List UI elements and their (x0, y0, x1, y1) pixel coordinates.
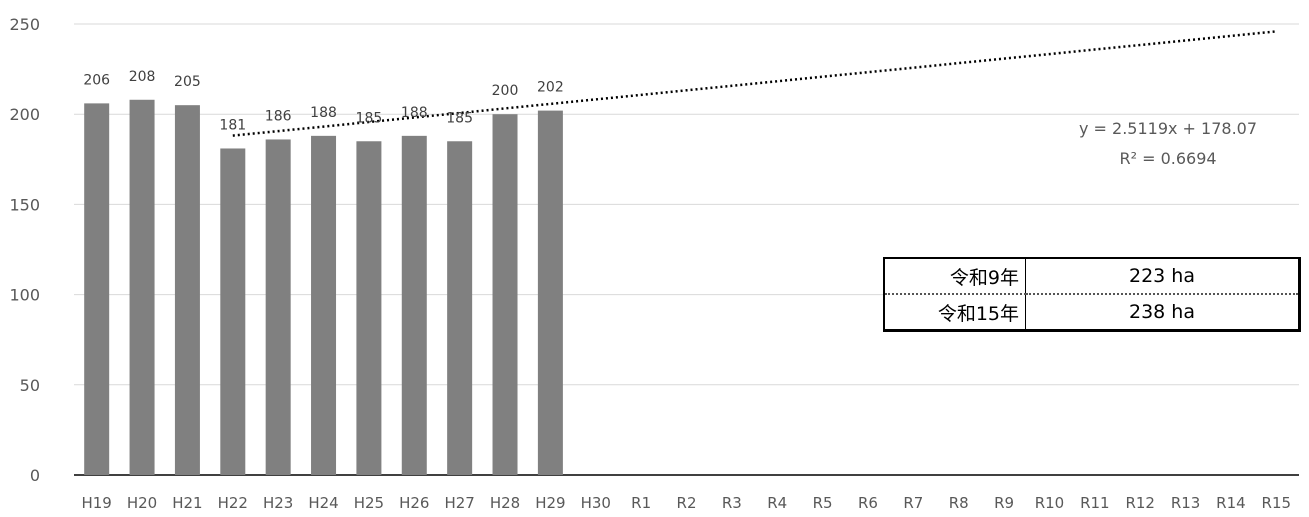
data-label: 202 (537, 80, 564, 96)
y-tick-label: 0 (30, 466, 40, 485)
bar (356, 141, 382, 475)
data-label: 188 (310, 105, 337, 121)
y-tick-label: 100 (9, 286, 40, 305)
bar (311, 135, 337, 475)
forecast-label: 令和15年 (883, 293, 1026, 331)
y-tick-label: 50 (20, 376, 40, 395)
bar (84, 103, 110, 475)
x-tick-label: R12 (1125, 494, 1155, 512)
data-label: 181 (219, 117, 246, 133)
data-label: 205 (174, 74, 201, 90)
x-tick-label: R4 (767, 494, 787, 512)
x-tick-label: R15 (1262, 494, 1292, 512)
x-tick-label: H23 (263, 494, 293, 512)
data-label: 206 (83, 72, 110, 88)
x-tick-label: H28 (490, 494, 520, 512)
bar (492, 114, 518, 475)
data-label: 208 (129, 69, 156, 85)
bar (537, 110, 563, 475)
forecast-label: 令和9年 (883, 257, 1026, 295)
gridlines (74, 23, 1299, 476)
x-tick-label: H22 (218, 494, 248, 512)
forecast-table: 令和9年 223 ha 令和15年 238 ha (883, 257, 1301, 332)
bar (265, 139, 291, 475)
forecast-row: 令和9年 223 ha (883, 257, 1300, 295)
bar (447, 141, 473, 475)
x-tick-label: H19 (81, 494, 111, 512)
y-tick-label: 250 (9, 15, 40, 34)
y-tick-label: 200 (9, 105, 40, 124)
x-tick-label: R3 (722, 494, 742, 512)
x-tick-label: R13 (1171, 494, 1201, 512)
data-label: 185 (356, 110, 383, 126)
x-tick-label: H27 (444, 494, 474, 512)
x-tick-label: H25 (354, 494, 384, 512)
x-tick-label: H26 (399, 494, 429, 512)
bar (129, 99, 155, 475)
bar (174, 105, 200, 476)
x-tick-label: R11 (1080, 494, 1110, 512)
data-label: 188 (401, 105, 428, 121)
x-tick-label: R1 (631, 494, 651, 512)
data-label: 186 (265, 108, 292, 124)
x-tick-label: R9 (994, 494, 1014, 512)
y-tick-label: 150 (9, 195, 40, 214)
x-tick-label: H30 (581, 494, 611, 512)
labels: 0 50 100 150 200 250 H19 206 H20 208 H21 205 H22 181 H… (9, 15, 1291, 512)
x-tick-label: R14 (1216, 494, 1246, 512)
x-tick-label: R7 (903, 494, 923, 512)
bar (220, 148, 246, 475)
data-label: 185 (446, 110, 473, 126)
data-label: 200 (492, 83, 519, 99)
bar (401, 135, 427, 475)
x-tick-label: R8 (949, 494, 969, 512)
forecast-value: 238 ha (1025, 293, 1300, 331)
x-tick-label: R6 (858, 494, 878, 512)
x-tick-label: R10 (1035, 494, 1065, 512)
forecast-row: 令和15年 238 ha (883, 293, 1300, 331)
forecast-value: 223 ha (1025, 257, 1300, 295)
trend-equation: y = 2.5119x + 178.07 (1079, 119, 1257, 138)
trend-r2: R² = 0.6694 (1119, 149, 1216, 168)
x-tick-label: R5 (813, 494, 833, 512)
x-tick-label: H20 (127, 494, 157, 512)
x-tick-label: H24 (308, 494, 338, 512)
x-tick-label: H21 (172, 494, 202, 512)
x-tick-label: R2 (677, 494, 697, 512)
x-tick-label: H29 (535, 494, 565, 512)
bars (84, 99, 563, 476)
